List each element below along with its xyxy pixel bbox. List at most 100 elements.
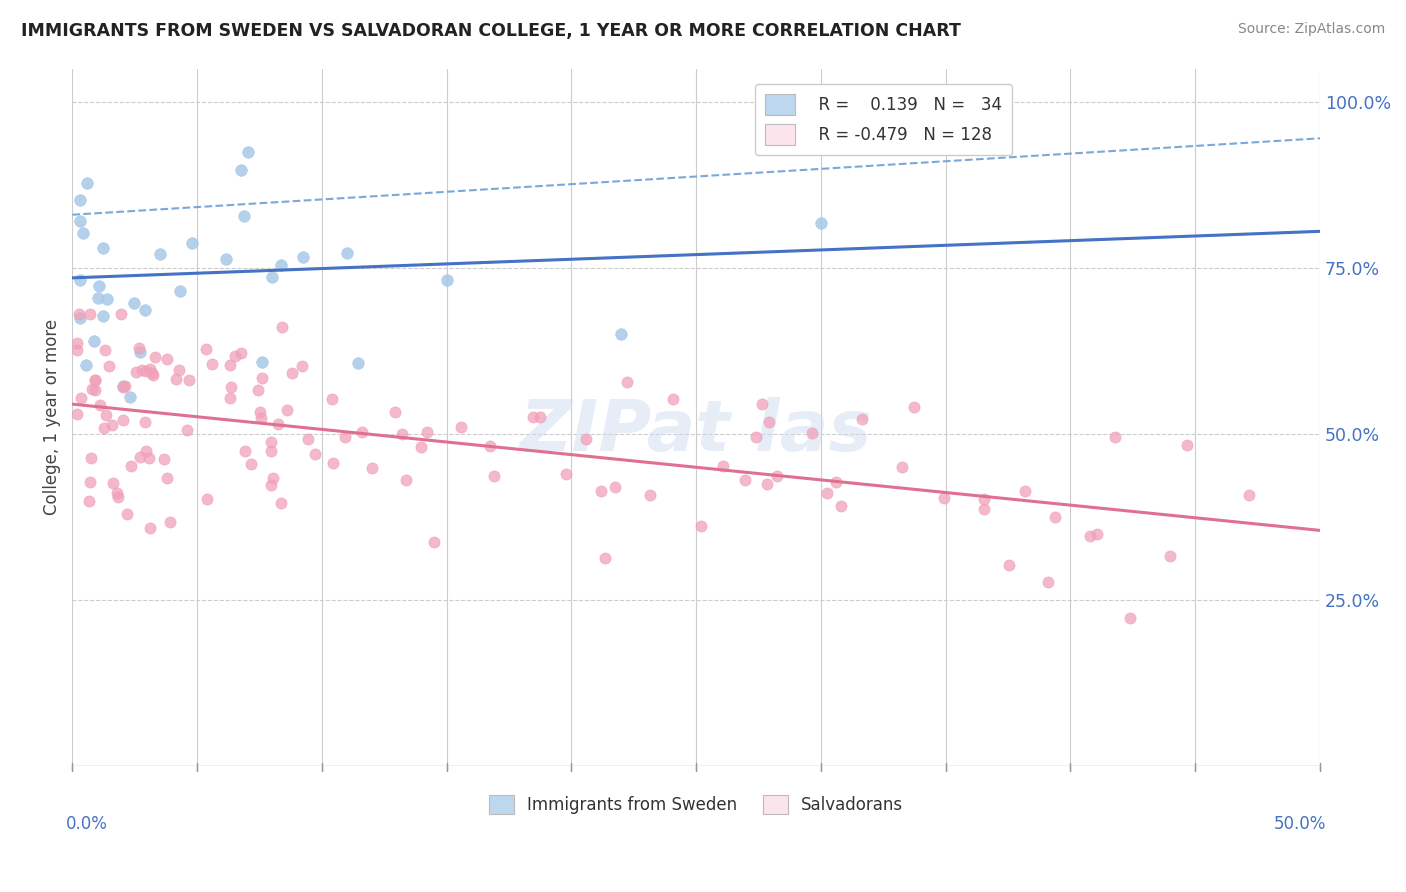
Y-axis label: College, 1 year or more: College, 1 year or more [44,319,60,516]
Point [129,450,152,464]
Point [96,292,118,306]
Point [134,303,156,318]
Point [321,392,343,406]
Point [824,475,846,490]
Point [1175,438,1198,452]
Point [165,372,187,386]
Point [252,370,274,384]
Point [247,383,270,397]
Point [218,392,240,406]
Point [260,444,283,458]
Point [384,405,406,419]
Point [101,418,124,433]
Point [219,380,242,394]
Point [610,326,633,341]
Point [110,307,132,321]
Point [249,405,271,419]
Point [522,410,544,425]
Point [232,209,254,223]
Legend: Immigrants from Sweden, Salvadorans: Immigrants from Sweden, Salvadorans [482,789,910,821]
Point [105,486,128,500]
Point [128,341,150,355]
Point [555,467,578,481]
Point [142,368,165,382]
Point [66,343,89,358]
Text: 50.0%: 50.0% [1274,815,1326,833]
Point [352,425,374,440]
Point [260,270,283,285]
Point [411,440,433,454]
Point [69,213,91,227]
Point [1119,611,1142,625]
Point [117,508,139,522]
Point [69,193,91,207]
Point [479,439,502,453]
Point [111,380,134,394]
Point [125,365,148,379]
Point [262,470,284,484]
Point [360,461,382,475]
Point [575,432,598,446]
Point [122,296,145,310]
Point [616,375,638,389]
Point [890,459,912,474]
Point [450,420,472,434]
Point [214,252,236,266]
Point [1014,483,1036,498]
Point [593,550,616,565]
Point [745,430,768,444]
Point [297,432,319,446]
Point [177,373,200,387]
Point [149,247,172,261]
Point [800,425,823,440]
Point [143,350,166,364]
Point [734,473,756,487]
Point [851,412,873,426]
Point [159,515,181,529]
Point [69,310,91,325]
Point [89,279,111,293]
Point [250,354,273,368]
Point [135,364,157,378]
Point [233,444,256,458]
Point [638,488,661,502]
Point [239,458,262,472]
Point [973,492,995,507]
Point [66,408,89,422]
Point [689,519,711,533]
Point [79,475,101,489]
Point [810,216,832,230]
Point [276,403,298,417]
Point [224,349,246,363]
Point [83,372,105,386]
Point [260,435,283,450]
Point [89,398,111,412]
Point [322,456,344,470]
Point [66,336,89,351]
Point [347,356,370,370]
Point [97,359,120,374]
Point [156,351,179,366]
Point [181,236,204,251]
Point [1104,430,1126,444]
Point [998,558,1021,573]
Point [1045,509,1067,524]
Text: IMMIGRANTS FROM SWEDEN VS SALVADORAN COLLEGE, 1 YEAR OR MORE CORRELATION CHART: IMMIGRANTS FROM SWEDEN VS SALVADORAN COL… [21,22,960,40]
Text: 0.0%: 0.0% [66,815,108,833]
Point [153,452,176,467]
Point [934,491,956,506]
Point [758,415,780,429]
Point [101,476,124,491]
Point [1159,549,1181,563]
Point [112,413,135,427]
Point [713,459,735,474]
Point [270,496,292,510]
Point [107,490,129,504]
Point [333,430,356,444]
Point [79,451,101,466]
Point [423,535,446,549]
Point [69,273,91,287]
Point [436,273,458,287]
Point [112,378,135,392]
Point [75,358,97,372]
